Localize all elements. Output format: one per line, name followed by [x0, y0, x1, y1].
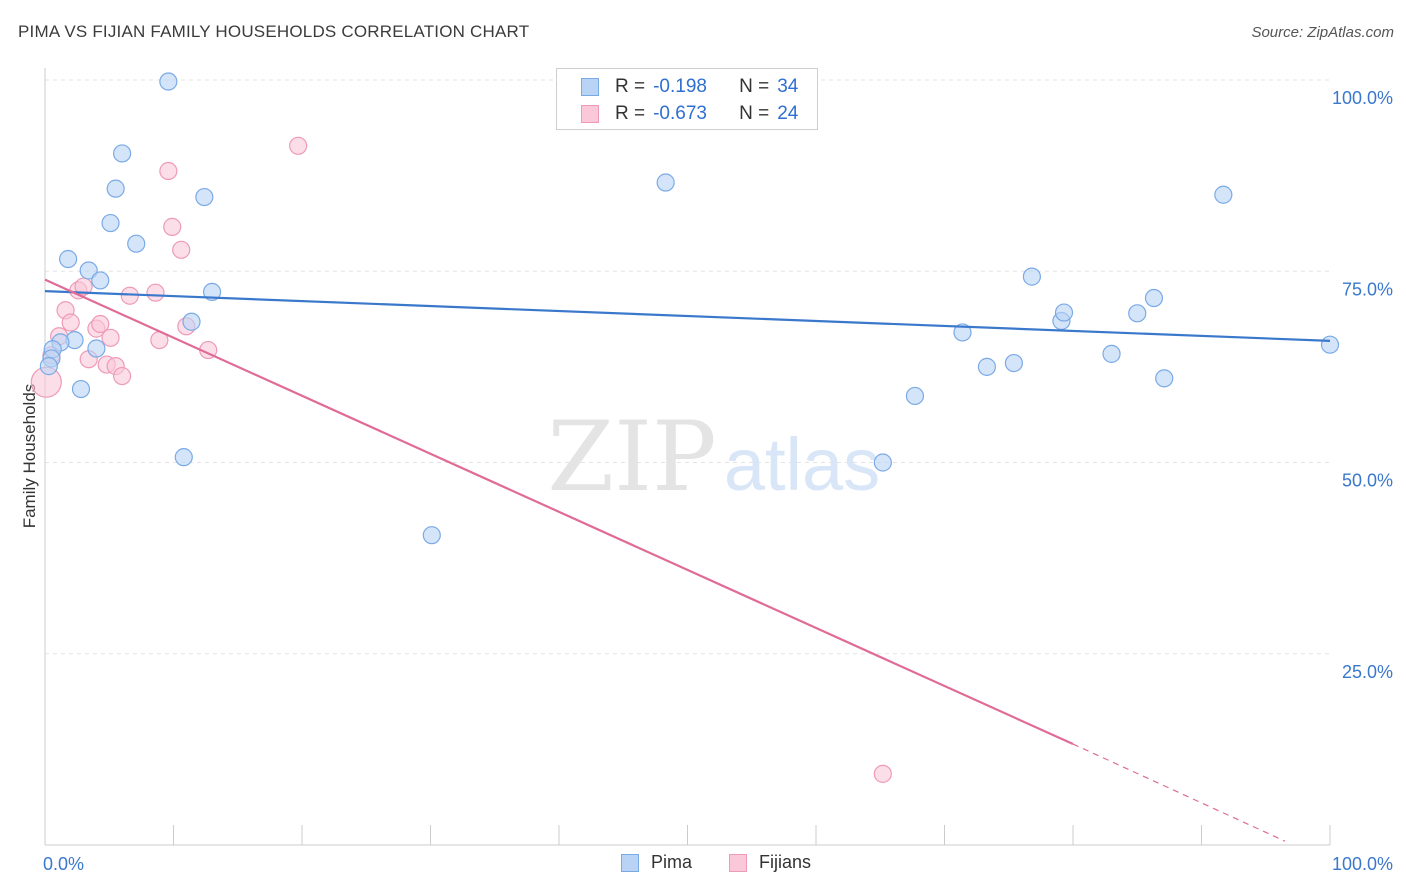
pima-point [39, 357, 58, 376]
chart-title: PIMA VS FIJIAN FAMILY HOUSEHOLDS CORRELA… [18, 22, 530, 41]
legend-item-fijians: Fijians [729, 852, 811, 873]
legend-label-pima: Pima [651, 852, 693, 872]
legend-item-pima: Pima [621, 852, 692, 873]
pima-point [106, 179, 125, 198]
pima-point [1214, 185, 1233, 204]
watermark-zip: ZIP [547, 401, 716, 513]
legend-row-pima: R = -0.198 N = 34 [581, 75, 798, 99]
fijian-point [163, 217, 182, 236]
tick-labels: 25.0% 50.0% 75.0% 100.0% 0.0% 100.0% [43, 88, 1393, 874]
fijian-point [74, 277, 93, 296]
pima-point [977, 357, 997, 376]
pima-trend-line [44, 290, 1331, 342]
pima-point [71, 379, 91, 399]
legend-n-label: N = [739, 76, 770, 97]
pima-point [91, 271, 110, 290]
legend-swatch-pima [581, 78, 599, 96]
x-tick-label: 0.0% [43, 854, 84, 874]
fijian-point [91, 314, 110, 334]
axes [44, 68, 1331, 846]
pima-point [873, 453, 892, 472]
correlation-legend: R = -0.198 N = 34 R = -0.673 N = 24 [556, 68, 818, 130]
pima-point [656, 173, 675, 192]
legend-r-label: R = [615, 76, 646, 97]
pima-point [159, 72, 178, 91]
pima-point [1128, 304, 1147, 323]
legend-swatch-fijians [581, 105, 599, 123]
data-points [30, 72, 1340, 783]
fijian-trend-extension [1072, 743, 1286, 842]
pima-point [79, 261, 98, 280]
y-tick-label: 25.0% [1342, 662, 1393, 682]
legend-n-value: 24 [777, 103, 799, 124]
legend-r-value: -0.673 [653, 103, 707, 124]
pima-point [202, 282, 222, 302]
fijian-trend-line [44, 278, 1074, 746]
fijian-point [873, 764, 892, 783]
pima-point [422, 526, 441, 545]
source-label: Source: ZipAtlas.com [1251, 24, 1394, 41]
fijian-point [101, 328, 120, 347]
pima-point [905, 386, 925, 406]
pima-point [1144, 288, 1164, 308]
pima-point [182, 312, 201, 331]
fijian-point [172, 240, 191, 259]
legend-swatch-fijians [729, 853, 747, 872]
pima-point [112, 144, 132, 163]
x-tick-label: 100.0% [1332, 854, 1393, 874]
pima-point [1155, 369, 1174, 388]
legend-label-fijians: Fijians [759, 852, 812, 872]
legend-n-value: 34 [777, 76, 799, 97]
legend-row-fijians: R = -0.673 N = 24 [581, 102, 798, 126]
pima-point [1054, 303, 1074, 322]
fijian-point [289, 136, 308, 155]
series-legend: Pima Fijians [0, 852, 1406, 876]
y-tick-label: 100.0% [1332, 88, 1393, 108]
watermark: ZIP atlas [547, 401, 880, 513]
legend-r-value: -0.198 [653, 76, 707, 97]
legend-r-label: R = [615, 103, 646, 124]
fijian-point [159, 161, 178, 181]
y-tick-label: 50.0% [1342, 471, 1393, 491]
pima-point [1004, 353, 1023, 373]
pima-point [1102, 344, 1121, 363]
fijian-point [146, 283, 165, 302]
pima-point [195, 187, 214, 207]
fijian-point [61, 313, 80, 332]
y-tick-label: 75.0% [1342, 279, 1393, 299]
trend-lines [44, 278, 1331, 842]
watermark-atlas: atlas [724, 423, 880, 506]
pima-point [101, 213, 120, 233]
pima-point [59, 249, 78, 269]
legend-n-label: N = [739, 103, 770, 124]
pima-point [1022, 267, 1041, 286]
pima-point [174, 448, 193, 467]
pima-point [1320, 335, 1340, 354]
legend-swatch-pima [621, 853, 639, 872]
pima-point [953, 323, 972, 342]
fijian-point [112, 366, 132, 386]
pima-point [87, 339, 106, 358]
pima-point [127, 234, 146, 253]
